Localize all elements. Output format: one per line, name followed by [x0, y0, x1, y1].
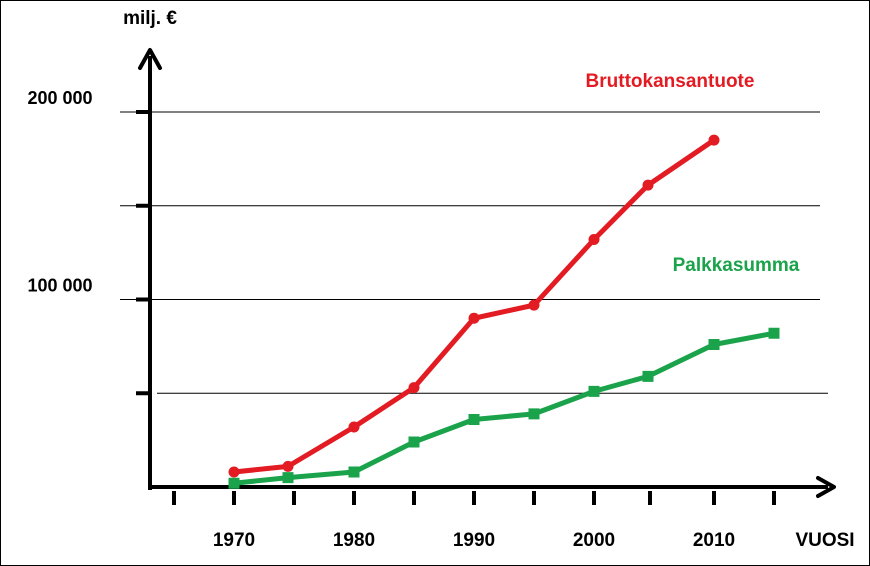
x-tick-label-1980: 1980 [333, 530, 375, 551]
series-1-point-5 [528, 408, 540, 420]
series-0-point-7 [642, 179, 654, 191]
series-0-point-4 [468, 312, 480, 324]
labels-group: 1970 1980 1990 2000 2010 100 000 200 000 milj. … [27, 8, 854, 551]
series-1-point-7 [642, 370, 654, 382]
series-label-0: Bruttokansantuote [586, 71, 755, 92]
series-1-point-4 [468, 414, 480, 425]
series-group [228, 134, 780, 489]
series-0-point-0 [228, 466, 240, 478]
series-0-point-6 [588, 234, 600, 245]
y-axis-arrow [138, 48, 162, 70]
series-1-point-8 [708, 339, 720, 350]
axes [136, 48, 836, 505]
x-tick-label-2000: 2000 [573, 530, 615, 551]
y-tick-label-100000: 100 000 [27, 276, 92, 296]
series-0-point-5 [528, 299, 540, 311]
series-1-point-6 [588, 385, 600, 397]
series-1-point-0 [228, 477, 240, 489]
series-0-point-1 [282, 460, 294, 472]
y-tick-label-200000: 200 000 [27, 88, 92, 108]
x-tick-label-2010: 2010 [693, 530, 735, 551]
x-tick-label-1970: 1970 [213, 530, 255, 551]
series-1-point-2 [348, 466, 360, 478]
series-line-1 [231, 330, 777, 486]
x-tick-label-1990: 1990 [453, 530, 495, 551]
series-0-point-8 [708, 134, 720, 146]
gridlines [120, 111, 828, 394]
series-1-point-3 [408, 436, 420, 448]
series-1-point-9 [768, 327, 780, 339]
series-label-1: Palkkasumma [673, 255, 800, 276]
x-axis-arrow [816, 476, 836, 498]
series-0-point-2 [348, 421, 360, 433]
series-1-point-1 [282, 472, 294, 484]
series-0-point-3 [408, 382, 420, 394]
x-axis-label: VUOSI [795, 530, 854, 551]
y-axis-label: milj. € [123, 8, 177, 29]
